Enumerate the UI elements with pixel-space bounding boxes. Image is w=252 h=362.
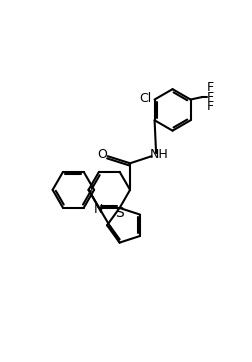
Text: O: O — [97, 148, 107, 161]
Text: F: F — [206, 81, 213, 94]
Text: Cl: Cl — [138, 92, 150, 105]
Text: F: F — [206, 90, 213, 104]
Text: F: F — [206, 100, 213, 113]
Text: S: S — [115, 206, 123, 219]
Text: N: N — [94, 203, 103, 216]
Text: NH: NH — [149, 148, 168, 161]
